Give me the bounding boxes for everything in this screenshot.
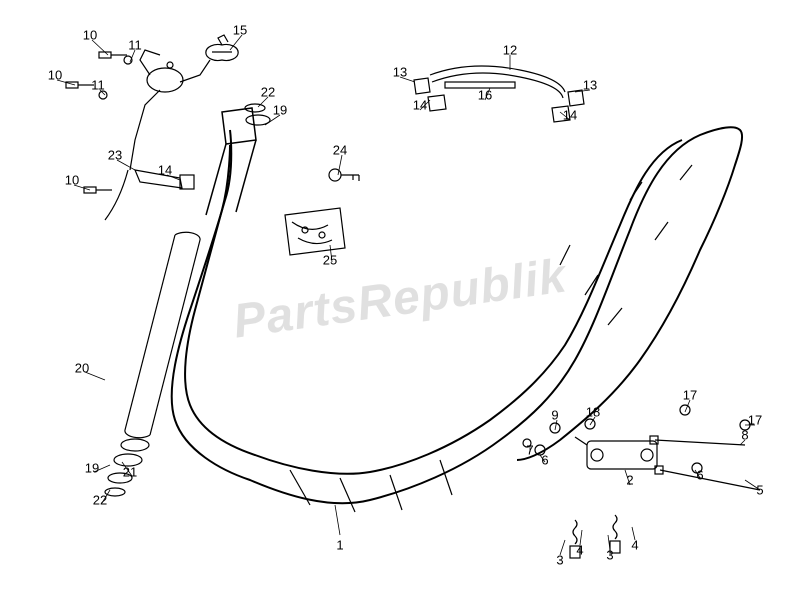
diagram-container: PartsRepublik 12334456678910101011111213… — [0, 0, 800, 597]
parts-drawing — [0, 0, 800, 597]
